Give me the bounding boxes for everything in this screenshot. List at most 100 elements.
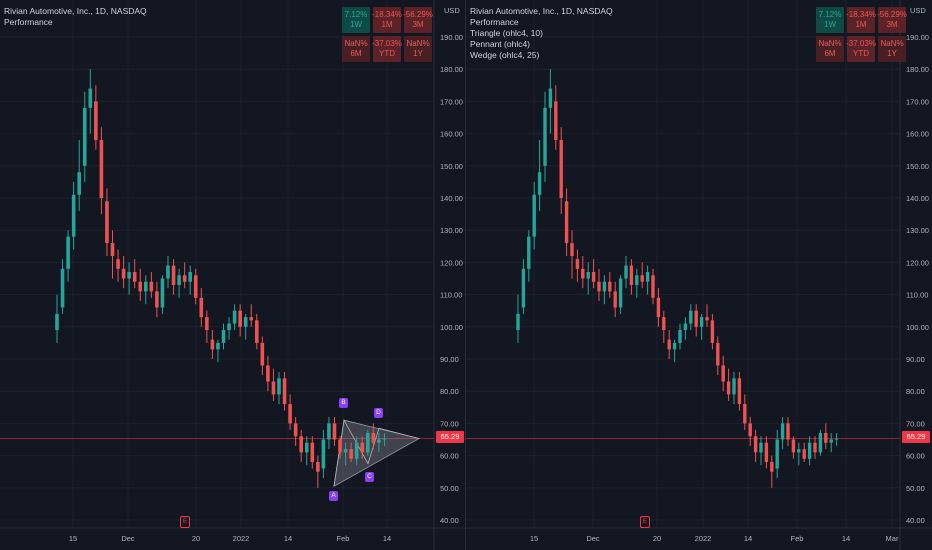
candle-body bbox=[177, 275, 181, 285]
perf-cell-1m: -18.34% 1M bbox=[372, 7, 402, 33]
price-axis-label: 160.00 bbox=[440, 130, 463, 139]
candle-body bbox=[608, 281, 612, 292]
perf-cell-1w: 7.12% 1W bbox=[816, 7, 844, 33]
price-axis-label: 110.00 bbox=[906, 291, 928, 300]
candle-body bbox=[726, 381, 731, 395]
price-axis-label: 70.00 bbox=[440, 419, 459, 428]
triangle-pattern-fill bbox=[333, 419, 421, 487]
candle-body bbox=[110, 243, 115, 256]
candle-body bbox=[199, 297, 204, 318]
price-axis-label: 60.00 bbox=[906, 452, 925, 461]
candle-body bbox=[105, 201, 109, 244]
candle-body bbox=[710, 320, 715, 343]
candle-body bbox=[521, 268, 526, 308]
candle-body bbox=[155, 291, 159, 308]
candle-body bbox=[299, 436, 303, 453]
candle-body bbox=[613, 291, 617, 308]
candle-body bbox=[293, 423, 298, 437]
candle-body bbox=[543, 107, 547, 166]
price-axis-label: 80.00 bbox=[440, 387, 459, 396]
candle-body bbox=[699, 317, 704, 327]
candle-body bbox=[764, 442, 769, 463]
candle-body bbox=[775, 439, 779, 469]
price-axis-label: 120.00 bbox=[906, 258, 929, 267]
price-axis-label: 190.00 bbox=[440, 33, 463, 42]
time-axis-label: 14 bbox=[284, 534, 292, 543]
candle-body bbox=[683, 323, 688, 331]
candle-body bbox=[770, 462, 774, 472]
time-axis-label: Dec bbox=[586, 534, 600, 543]
chart-canvas-left[interactable]: 190.00 180.00 170.00 160.00 150.00 140.00 130.… bbox=[0, 0, 466, 550]
perf-cell-6m: NaN% 6M bbox=[342, 36, 370, 62]
chart-pane-right[interactable]: 190.00 180.00 170.00 160.00 150.00 140.00 130.… bbox=[466, 0, 932, 550]
candle-body bbox=[332, 423, 337, 440]
time-axis-label: 15 bbox=[69, 534, 77, 543]
price-axis-label: 150.00 bbox=[906, 162, 929, 171]
candle-body bbox=[243, 317, 248, 327]
price-axis-label: 180.00 bbox=[440, 65, 463, 74]
earnings-marker[interactable]: E bbox=[180, 516, 190, 528]
candle-body bbox=[55, 313, 59, 331]
candle-body bbox=[716, 342, 720, 366]
candle-body bbox=[94, 101, 98, 141]
price-axis-label: 100.00 bbox=[906, 323, 929, 332]
candle-body bbox=[360, 442, 365, 453]
candle-body bbox=[732, 378, 736, 395]
perf-cell-3m: -56.29% 3M bbox=[403, 7, 433, 33]
candle-body bbox=[60, 268, 65, 308]
earnings-marker[interactable]: E bbox=[640, 516, 650, 528]
price-axis-label: 150.00 bbox=[440, 162, 463, 171]
symbol-title: Rivian Automotive, Inc., 1D, NASDAQ bbox=[4, 6, 147, 16]
candle-body bbox=[591, 272, 596, 282]
pane-divider[interactable] bbox=[465, 0, 466, 550]
time-axis-label: 15 bbox=[530, 534, 538, 543]
candle-body bbox=[149, 281, 154, 292]
candle-body bbox=[182, 275, 187, 282]
indicator-triangle-label[interactable]: Triangle (ohlc4, 10) bbox=[470, 28, 543, 38]
chart-canvas-right[interactable]: 190.00 180.00 170.00 160.00 150.00 140.00 130.… bbox=[466, 0, 932, 550]
perf-cell-ytd: -37.03% YTD bbox=[846, 36, 876, 62]
candle-body bbox=[193, 275, 198, 298]
candle-body bbox=[786, 423, 790, 440]
indicator-wedge-label[interactable]: Wedge (ohlc4, 25) bbox=[470, 50, 540, 60]
candle-body bbox=[227, 323, 231, 331]
candle-body bbox=[349, 449, 353, 459]
candle-body bbox=[310, 442, 315, 463]
chart-legend-left: Rivian Automotive, Inc., 1D, NASDAQ Perf… bbox=[4, 6, 147, 28]
indicator-pennant-label[interactable]: Pennant (ohlc4) bbox=[470, 39, 531, 49]
candle-body bbox=[77, 172, 81, 195]
pattern-point-d: D bbox=[374, 408, 383, 418]
candle-body bbox=[121, 268, 126, 279]
symbol-title: Rivian Automotive, Inc., 1D, NASDAQ bbox=[470, 6, 613, 16]
candle-body bbox=[321, 439, 326, 469]
candle-body bbox=[537, 172, 542, 195]
candle-body bbox=[624, 265, 628, 279]
candle-body bbox=[160, 278, 165, 308]
candle-body bbox=[597, 281, 601, 292]
candle-body bbox=[82, 107, 87, 166]
candle-body bbox=[554, 101, 558, 141]
candle-body bbox=[829, 439, 833, 443]
candle-body bbox=[581, 268, 585, 279]
price-axis-label: 170.00 bbox=[906, 97, 929, 106]
currency-label: USD bbox=[910, 6, 926, 15]
chart-pane-left[interactable]: 190.00 180.00 170.00 160.00 150.00 140.00 130.… bbox=[0, 0, 466, 550]
candle-body bbox=[288, 404, 292, 424]
time-axis-label: Dec bbox=[121, 534, 135, 543]
indicator-performance-label[interactable]: Performance bbox=[4, 17, 53, 27]
candle-body bbox=[645, 272, 650, 282]
candle-body bbox=[791, 439, 796, 453]
last-price-tag: 65.29 bbox=[436, 431, 464, 443]
perf-cell-3m: -56.29% 3M bbox=[877, 7, 907, 33]
indicator-performance-label[interactable]: Performance bbox=[470, 17, 519, 27]
candle-body bbox=[824, 433, 828, 443]
time-axis-label: 14 bbox=[842, 534, 850, 543]
candle-body bbox=[721, 365, 725, 382]
perf-cell-ytd: -37.03% YTD bbox=[372, 36, 402, 62]
time-axis-label: Mar bbox=[886, 534, 899, 543]
candle-body bbox=[532, 194, 536, 237]
time-axis-label: 14 bbox=[383, 534, 391, 543]
pattern-point-b: B bbox=[339, 398, 348, 408]
candle-body bbox=[748, 423, 752, 437]
price-axis-label: 190.00 bbox=[906, 33, 929, 42]
